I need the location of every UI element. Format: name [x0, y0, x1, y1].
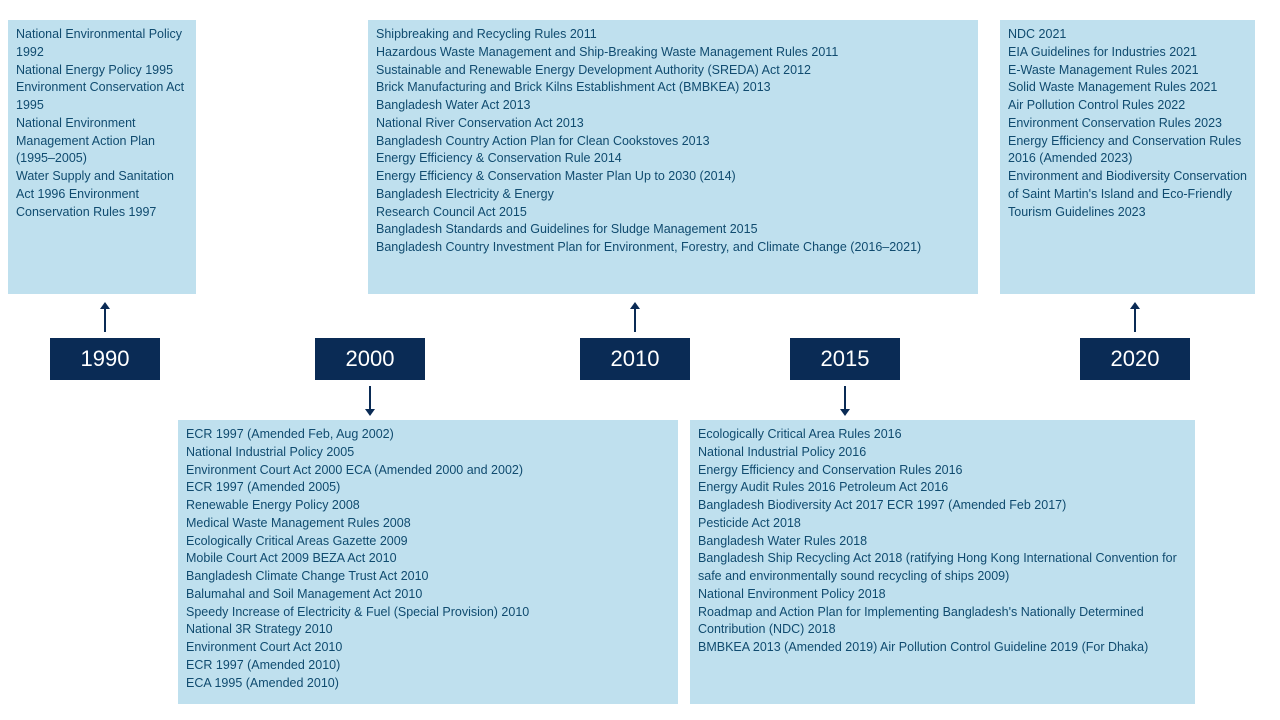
year-2015: 2015: [790, 338, 900, 380]
policy-box-2015: Ecologically Critical Area Rules 2016 Na…: [690, 420, 1195, 704]
arrow-2010-up: [634, 308, 636, 332]
year-1990: 1990: [50, 338, 160, 380]
policy-box-2010: Shipbreaking and Recycling Rules 2011 Ha…: [368, 20, 978, 294]
arrow-1990-up: [104, 308, 106, 332]
year-2020: 2020: [1080, 338, 1190, 380]
arrow-2015-down: [844, 386, 846, 410]
arrow-2020-up: [1134, 308, 1136, 332]
year-2000: 2000: [315, 338, 425, 380]
policy-box-1990: National Environmental Policy 1992 Natio…: [8, 20, 196, 294]
policy-box-2000: ECR 1997 (Amended Feb, Aug 2002) Nationa…: [178, 420, 678, 704]
year-2010: 2010: [580, 338, 690, 380]
policy-box-2020: NDC 2021 EIA Guidelines for Industries 2…: [1000, 20, 1255, 294]
arrow-2000-down: [369, 386, 371, 410]
